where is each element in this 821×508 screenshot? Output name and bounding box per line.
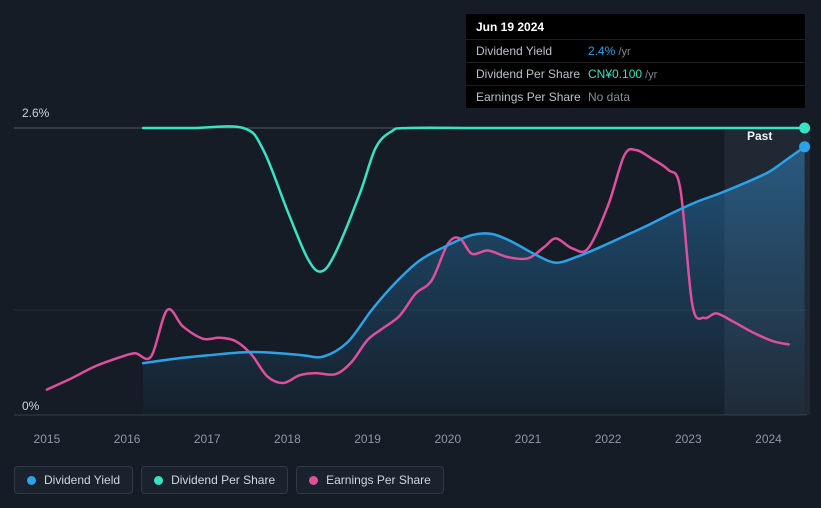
svg-text:2017: 2017: [194, 432, 221, 446]
tooltip-row-dividend-per-share: Dividend Per Share CN¥0.100 /yr: [466, 62, 805, 85]
tooltip-value-suffix: /yr: [642, 69, 658, 81]
chart-legend: Dividend Yield Dividend Per Share Earnin…: [14, 466, 444, 494]
tooltip-value-suffix: /yr: [615, 46, 631, 58]
y-axis-max-label: 2.6%: [22, 106, 50, 120]
tooltip-label: Earnings Per Share: [476, 90, 581, 104]
dividend-yield-dot-icon: [27, 475, 36, 485]
dividend-history-chart[interactable]: 2015 2016 2017 2018 2019 2020 2021 2022 2023 2024: [0, 0, 821, 460]
svg-text:2020: 2020: [434, 432, 461, 446]
tooltip-value: No data: [588, 90, 631, 104]
y-axis-zero-label: 0%: [22, 399, 40, 413]
tooltip-label: Dividend Per Share: [476, 67, 581, 81]
dividend-per-share-dot-icon: [154, 475, 164, 485]
tooltip-date: Jun 19 2024: [476, 20, 545, 34]
past-label: Past: [747, 129, 773, 143]
legend-earnings-per-share[interactable]: Earnings Per Share: [296, 466, 444, 494]
tooltip-value: CN¥0.100 /yr: [588, 67, 658, 81]
tooltip-row-dividend-yield: Dividend Yield 2.4% /yr: [466, 39, 805, 62]
chart-tooltip: Jun 19 2024 Dividend Yield 2.4% /yr Divi…: [466, 14, 805, 108]
earnings-per-share-dot-icon: [309, 475, 319, 485]
svg-text:2021: 2021: [515, 432, 542, 446]
legend-label: Dividend Per Share: [171, 473, 276, 487]
svg-text:2018: 2018: [274, 432, 301, 446]
legend-dividend-per-share[interactable]: Dividend Per Share: [141, 466, 289, 494]
legend-dividend-yield[interactable]: Dividend Yield: [14, 466, 134, 494]
svg-text:2015: 2015: [34, 432, 61, 446]
svg-text:2016: 2016: [114, 432, 141, 446]
svg-text:2024: 2024: [755, 432, 782, 446]
tooltip-row-earnings-per-share: Earnings Per Share No data: [466, 85, 805, 108]
legend-label: Earnings Per Share: [326, 473, 431, 487]
svg-text:2023: 2023: [675, 432, 702, 446]
tooltip-label: Dividend Yield: [476, 44, 553, 58]
svg-text:2022: 2022: [595, 432, 622, 446]
svg-text:2019: 2019: [354, 432, 381, 446]
tooltip-value: 2.4% /yr: [588, 44, 631, 58]
legend-label: Dividend Yield: [44, 473, 121, 487]
